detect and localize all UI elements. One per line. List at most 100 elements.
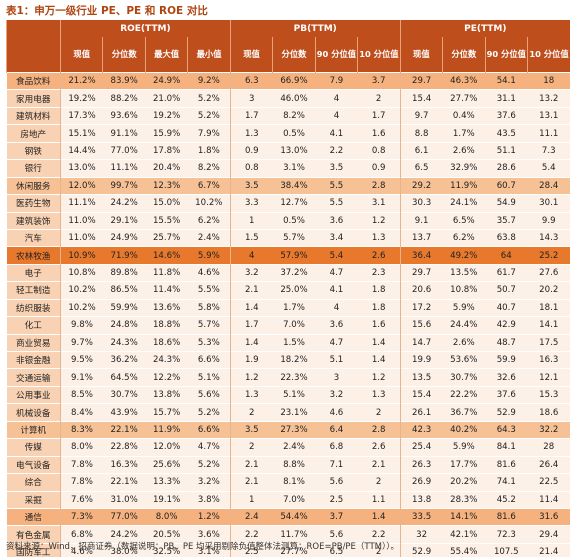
value-cell: 1.4 <box>357 507 401 526</box>
value-cell: 27.3% <box>272 420 316 439</box>
industry-name: 家用电器 <box>6 89 61 108</box>
value-cell: 3.1 <box>357 194 401 212</box>
value-cell: 48.7 <box>485 333 528 352</box>
table-row: 轻工制造 10.2% 86.5% 11.4% 5.5% 2.1 25.0% 4.1 1.8 20.… <box>6 281 570 300</box>
value-cell: 9.1% <box>59 368 103 387</box>
value-cell: 6.1 <box>399 141 443 160</box>
value-cell: 6.8% <box>59 525 103 544</box>
value-cell: 0.4% <box>442 106 486 125</box>
table-row: 通信 7.3% 77.0% 8.0% 1.2% 2.4 54.4% 3.7 1.4 33.5 14.… <box>6 507 570 526</box>
value-cell: 89.8% <box>102 263 146 282</box>
value-cell: 6.8 <box>315 438 358 457</box>
table-row: 采掘 7.6% 31.0% 19.1% 3.8% 1 7.0% 2.5 1.1 13.8 28.3%… <box>6 490 570 509</box>
value-cell: 4 <box>315 106 358 125</box>
value-cell: 77.0% <box>102 141 146 160</box>
value-cell: 2.8 <box>357 176 401 195</box>
value-cell: 3 <box>315 368 358 387</box>
industry-name: 纺织服装 <box>6 298 61 317</box>
value-cell: 28.4 <box>527 176 570 195</box>
value-cell: 1.7 <box>357 106 401 125</box>
value-cell: 42.3 <box>399 420 443 439</box>
value-cell: 8.2% <box>272 106 316 125</box>
value-cell: 12.7% <box>272 194 316 212</box>
value-cell: 30.7% <box>102 385 146 404</box>
value-cell: 4.7 <box>315 263 358 282</box>
value-cell: 29.1% <box>102 211 146 230</box>
table-row: 家用电器 19.2% 88.2% 21.0% 5.2% 3 46.0% 4 2 15.4 27.7%… <box>6 89 570 108</box>
value-cell: 107.5 <box>485 542 528 557</box>
column-header: 现值 <box>59 37 103 73</box>
value-cell: 4 <box>315 298 358 317</box>
value-cell: 40.2% <box>442 420 486 439</box>
industry-name: 食品饮料 <box>6 71 61 90</box>
value-cell: 32.2 <box>527 420 570 439</box>
value-cell: 13.0% <box>272 141 316 160</box>
value-cell: 15.0% <box>145 194 188 212</box>
table-row: 有色金属 6.8% 24.2% 20.5% 3.6% 2.2 11.7% 5.6 2.2 32 42… <box>6 525 570 544</box>
value-cell: 21.4 <box>527 542 570 557</box>
table: ROE(TTM) PB(TTM) PE(TTM) 现值 分位数 最大值 最小值 现值 分位数 90… <box>6 20 570 557</box>
value-cell: 6.6% <box>187 350 231 369</box>
value-cell: 19.1% <box>145 490 188 509</box>
table-row: 银行 13.0% 11.1% 20.4% 8.2% 0.8 3.1% 3.5 0.9 6.5 32.… <box>6 159 570 178</box>
value-cell: 6.5% <box>442 211 486 230</box>
value-cell: 16.3% <box>102 455 146 474</box>
table-row: 综合 7.8% 22.1% 13.3% 3.2% 2.1 8.1% 5.6 2 26.9 20.2%… <box>6 473 570 491</box>
value-cell: 5.4 <box>315 246 358 265</box>
value-cell: 6.3 <box>229 71 273 90</box>
industry-name: 非银金融 <box>6 350 61 369</box>
value-cell: 3.2 <box>229 263 273 282</box>
value-cell: 17.2 <box>399 298 443 317</box>
column-header: 现值 <box>399 37 443 73</box>
industry-name: 汽车 <box>6 228 61 247</box>
value-cell: 1.2 <box>357 211 401 230</box>
value-cell: 0.8 <box>229 159 273 178</box>
value-cell: 17.8% <box>145 141 188 160</box>
value-cell: 20.2 <box>527 281 570 300</box>
value-cell: 20.2% <box>442 473 486 491</box>
column-header: 90 分位值 <box>484 37 528 73</box>
value-cell: 12.1 <box>527 368 570 387</box>
value-cell: 0.9 <box>357 159 401 178</box>
value-cell: 52.9 <box>399 542 443 557</box>
value-cell: 12.2% <box>145 368 188 387</box>
value-cell: 25.4 <box>399 438 443 457</box>
value-cell: 2.1 <box>229 473 273 491</box>
value-cell: 54.9 <box>485 194 528 212</box>
value-cell: 17.7% <box>442 455 486 474</box>
value-cell: 3 <box>229 89 273 108</box>
industry-name: 电子 <box>6 263 61 282</box>
value-cell: 1.6 <box>357 124 401 143</box>
group-header: ROE(TTM) <box>60 20 231 37</box>
value-cell: 17.3% <box>59 106 103 125</box>
source-note: 资料来源：Wind，招商证券（数据说明：PB、PE 均采用剔除负值整体法测算；R… <box>6 542 399 552</box>
table-head: ROE(TTM) PB(TTM) PE(TTM) 现值 分位数 最大值 最小值 现值 分位数 90… <box>6 20 570 73</box>
value-cell: 9.7 <box>399 106 443 125</box>
column-header: 分位数 <box>272 37 316 73</box>
value-cell: 0.5% <box>272 211 316 230</box>
value-cell: 15.3 <box>527 385 570 404</box>
value-cell: 5.3% <box>187 333 231 352</box>
value-cell: 9.1 <box>399 211 443 230</box>
value-cell: 60.7 <box>485 176 528 195</box>
table-row: 计算机 8.3% 22.1% 11.9% 6.6% 3.5 27.3% 6.4 2.8 42.3 4… <box>6 420 570 439</box>
value-cell: 15.5% <box>145 211 188 230</box>
value-cell: 52.9 <box>485 403 528 422</box>
industry-name: 公用事业 <box>6 385 61 404</box>
value-cell: 3.3 <box>229 194 273 212</box>
industry-name: 计算机 <box>6 420 61 439</box>
value-cell: 36.7% <box>442 403 486 422</box>
value-cell: 77.0% <box>102 507 146 526</box>
value-cell: 16.3 <box>527 350 570 369</box>
value-cell: 11.9% <box>145 420 188 439</box>
value-cell: 25.6% <box>145 455 188 474</box>
industry-name: 通信 <box>6 507 61 526</box>
value-cell: 31.6 <box>527 507 570 526</box>
value-cell: 9.7% <box>59 333 103 352</box>
value-cell: 93.6% <box>102 106 146 125</box>
value-cell: 4.1 <box>315 124 358 143</box>
value-cell: 11.8% <box>145 263 188 282</box>
value-cell: 46.0% <box>272 89 316 108</box>
value-cell: 2.1 <box>229 455 273 474</box>
industry-name: 房地产 <box>6 124 61 143</box>
